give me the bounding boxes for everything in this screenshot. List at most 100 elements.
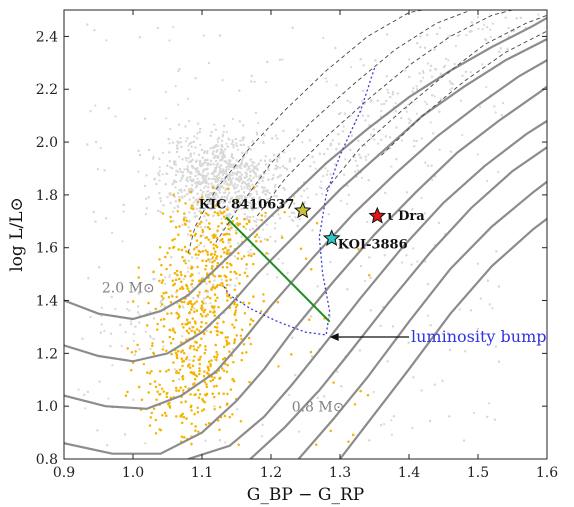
field-star <box>207 177 210 180</box>
field-star <box>407 341 410 344</box>
field-star <box>227 168 230 171</box>
cluster-star <box>210 359 213 362</box>
field-star <box>395 158 398 161</box>
field-star <box>254 166 257 169</box>
cluster-star <box>209 364 212 368</box>
field-star <box>429 121 432 124</box>
field-star <box>219 159 222 162</box>
cluster-star <box>234 306 238 309</box>
cluster-star <box>217 306 220 309</box>
field-star <box>267 178 270 181</box>
cluster-star <box>140 398 144 401</box>
field-star <box>247 250 250 253</box>
cluster-star <box>238 273 241 277</box>
field-star <box>306 196 310 199</box>
cluster-star <box>207 369 210 372</box>
field-star <box>230 154 233 158</box>
field-star <box>207 196 211 199</box>
field-star <box>321 192 324 196</box>
field-star <box>195 207 198 210</box>
field-star <box>481 28 484 31</box>
field-star <box>191 286 194 289</box>
cluster-star <box>309 350 313 354</box>
cluster-star <box>204 348 207 351</box>
cluster-star <box>200 307 203 310</box>
field-star <box>434 68 437 71</box>
field-star <box>236 184 239 187</box>
field-star <box>240 207 243 210</box>
field-star <box>469 71 472 74</box>
cluster-star <box>216 245 219 249</box>
cluster-star <box>222 215 226 218</box>
field-star <box>206 172 210 175</box>
field-star <box>294 216 297 219</box>
field-star <box>197 170 200 173</box>
cluster-star <box>179 271 182 274</box>
field-star <box>179 137 182 140</box>
field-star <box>164 276 167 279</box>
cluster-star <box>151 344 154 348</box>
field-star <box>189 171 193 174</box>
field-star <box>432 132 435 135</box>
cluster-star <box>195 375 198 378</box>
field-star <box>445 57 448 61</box>
field-star <box>426 33 429 37</box>
field-star <box>158 170 161 173</box>
cluster-star <box>148 424 152 427</box>
field-star <box>373 246 376 250</box>
cluster-star <box>190 265 193 268</box>
cluster-star <box>188 363 191 366</box>
field-star <box>494 111 497 114</box>
field-star <box>182 306 185 309</box>
cluster-star <box>196 294 199 297</box>
cluster-star <box>182 389 185 392</box>
field-star <box>497 360 500 363</box>
cluster-star <box>231 413 234 416</box>
cluster-star <box>226 392 229 396</box>
field-star <box>250 148 253 151</box>
field-star <box>158 192 161 195</box>
field-star <box>370 133 373 136</box>
field-star <box>211 184 214 187</box>
field-star <box>372 390 375 394</box>
field-star <box>416 42 419 45</box>
field-star <box>180 190 183 193</box>
field-star <box>246 179 249 182</box>
cluster-star <box>173 331 177 334</box>
field-star <box>363 144 366 147</box>
field-star <box>202 190 205 193</box>
field-star <box>178 196 181 199</box>
field-star <box>395 126 398 129</box>
field-star <box>251 227 255 230</box>
field-star <box>243 205 246 209</box>
field-star <box>494 345 497 348</box>
field-star <box>138 348 141 351</box>
field-star <box>198 198 202 201</box>
field-star <box>314 167 317 170</box>
field-star <box>238 120 241 123</box>
field-star <box>464 70 467 73</box>
field-star <box>109 345 112 348</box>
field-star <box>209 159 213 163</box>
field-star <box>389 96 392 99</box>
field-star <box>168 39 171 42</box>
cluster-star <box>165 370 168 373</box>
field-star <box>179 188 182 191</box>
cluster-star <box>357 248 360 251</box>
field-star <box>149 310 152 314</box>
cluster-star <box>180 401 183 404</box>
field-star <box>212 156 215 159</box>
field-star <box>298 430 301 433</box>
field-star <box>263 199 266 202</box>
field-star <box>145 197 148 200</box>
field-star <box>472 411 475 414</box>
field-star <box>465 34 468 37</box>
cluster-star <box>231 378 235 381</box>
field-star <box>293 195 296 198</box>
field-star <box>86 143 89 146</box>
cluster-star <box>155 398 158 401</box>
field-star <box>271 137 274 140</box>
field-star <box>207 199 210 202</box>
field-star <box>171 141 175 144</box>
cluster-star <box>183 245 187 249</box>
